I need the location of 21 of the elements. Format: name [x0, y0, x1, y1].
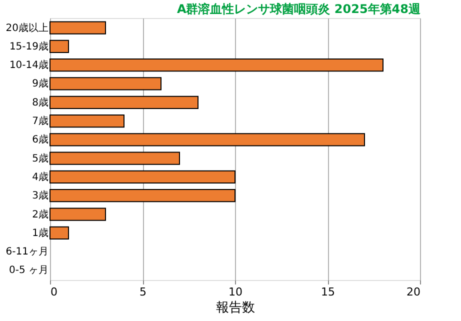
y-tick-label: 4歳	[32, 170, 48, 183]
y-tick-label: 0-5 ヶ月	[8, 265, 48, 276]
y-tick-label: 5歳	[32, 152, 48, 164]
x-axis-title: 報告数	[216, 300, 255, 316]
y-tick-label: 1歳	[32, 226, 48, 239]
x-tick-label: 15	[321, 286, 335, 298]
x-tick-label: 20	[406, 286, 420, 298]
y-tick-label: 8歳	[32, 96, 48, 108]
x-tick-label: 5	[140, 286, 146, 298]
y-tick-label: 15-19歳	[9, 40, 48, 52]
y-tick-label: 3歳	[32, 190, 48, 202]
y-tick-label: 20歳以上	[6, 22, 48, 34]
y-tick-label: 9歳	[32, 78, 48, 90]
x-tick-label: 10	[228, 286, 242, 298]
y-tick-label: 6-11ヶ月	[6, 246, 48, 258]
x-tick-label: 0	[50, 286, 58, 298]
y-tick-label: 10-14歳	[9, 59, 48, 72]
y-tick-label: 2歳	[32, 208, 48, 220]
y-tick-label: 6歳	[32, 134, 48, 146]
chart-title: A群溶血性レンサ球菌咽頭炎 2025年第48週	[176, 2, 422, 16]
y-tick-label: 7歳	[32, 115, 48, 128]
